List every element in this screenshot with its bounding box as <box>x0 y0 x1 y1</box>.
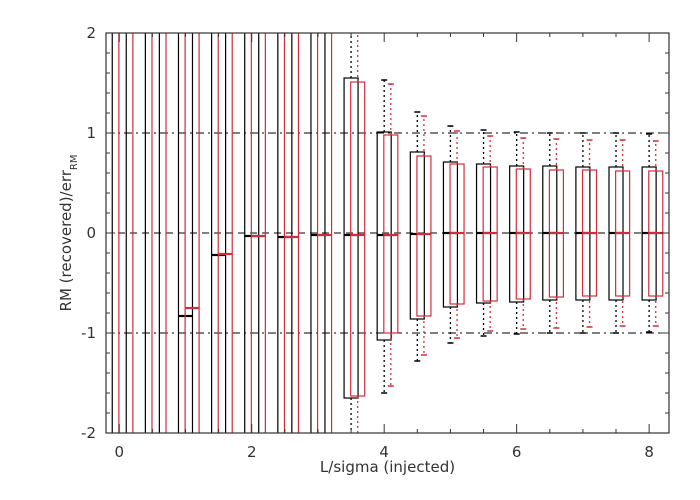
box-rect <box>416 155 432 317</box>
box-rect <box>217 33 233 433</box>
box-item <box>250 33 266 433</box>
box-series-group <box>111 33 664 433</box>
box-rect <box>277 33 293 433</box>
box-rect <box>283 33 300 433</box>
box-item <box>482 135 498 332</box>
x-tick-label: 0 <box>114 443 124 461</box>
box-item <box>515 137 531 330</box>
box-rect <box>211 33 227 433</box>
box-rect <box>250 33 266 433</box>
box-item <box>217 33 233 433</box>
y-tick-label: -1 <box>81 324 96 342</box>
box-rect <box>350 81 366 397</box>
y-tick-label: 1 <box>86 124 96 142</box>
box-rect <box>343 77 359 399</box>
box-rect <box>442 161 459 308</box>
box-item <box>416 115 432 356</box>
box-rect <box>316 33 333 433</box>
box-rect <box>184 33 200 433</box>
box-item <box>118 33 134 433</box>
box-item <box>383 83 399 387</box>
box-item <box>184 33 200 433</box>
y-axis-label-main: RM (recovered)/err <box>57 169 75 311</box>
tick-group: 0 2 4 6 8 -2 -1 0 1 2 <box>81 24 669 461</box>
box-rect <box>118 33 134 433</box>
box-item <box>144 33 160 433</box>
box-rect <box>151 33 167 433</box>
box-item <box>548 138 565 329</box>
y-tick-label: 0 <box>86 224 96 242</box>
y-tick-label: 2 <box>86 24 96 42</box>
box-rect <box>144 33 160 433</box>
box-item <box>350 33 366 433</box>
box-rect <box>177 33 194 433</box>
box-rect <box>310 33 326 433</box>
y-tick-label: -2 <box>81 424 96 442</box>
x-axis-label: L/sigma (injected) <box>320 458 455 476</box>
box-rect <box>409 151 425 320</box>
box-item <box>581 139 598 328</box>
box-item <box>449 130 465 339</box>
x-tick-label: 4 <box>379 443 389 461</box>
box-item <box>151 33 167 433</box>
x-tick-label: 8 <box>644 443 654 461</box>
box-item <box>283 33 300 433</box>
box-rect <box>244 33 260 433</box>
axis-labels: L/sigma (injected) RM (recovered)/errRM <box>57 155 455 476</box>
box-item <box>316 33 333 433</box>
x-tick-label: 6 <box>512 443 522 461</box>
box-item <box>615 139 631 327</box>
y-axis-label-subscript: RM <box>69 155 80 171</box>
y-axis-label: RM (recovered)/errRM <box>57 155 80 312</box>
x-tick-label: 2 <box>247 443 257 461</box>
reference-lines <box>106 132 669 334</box>
